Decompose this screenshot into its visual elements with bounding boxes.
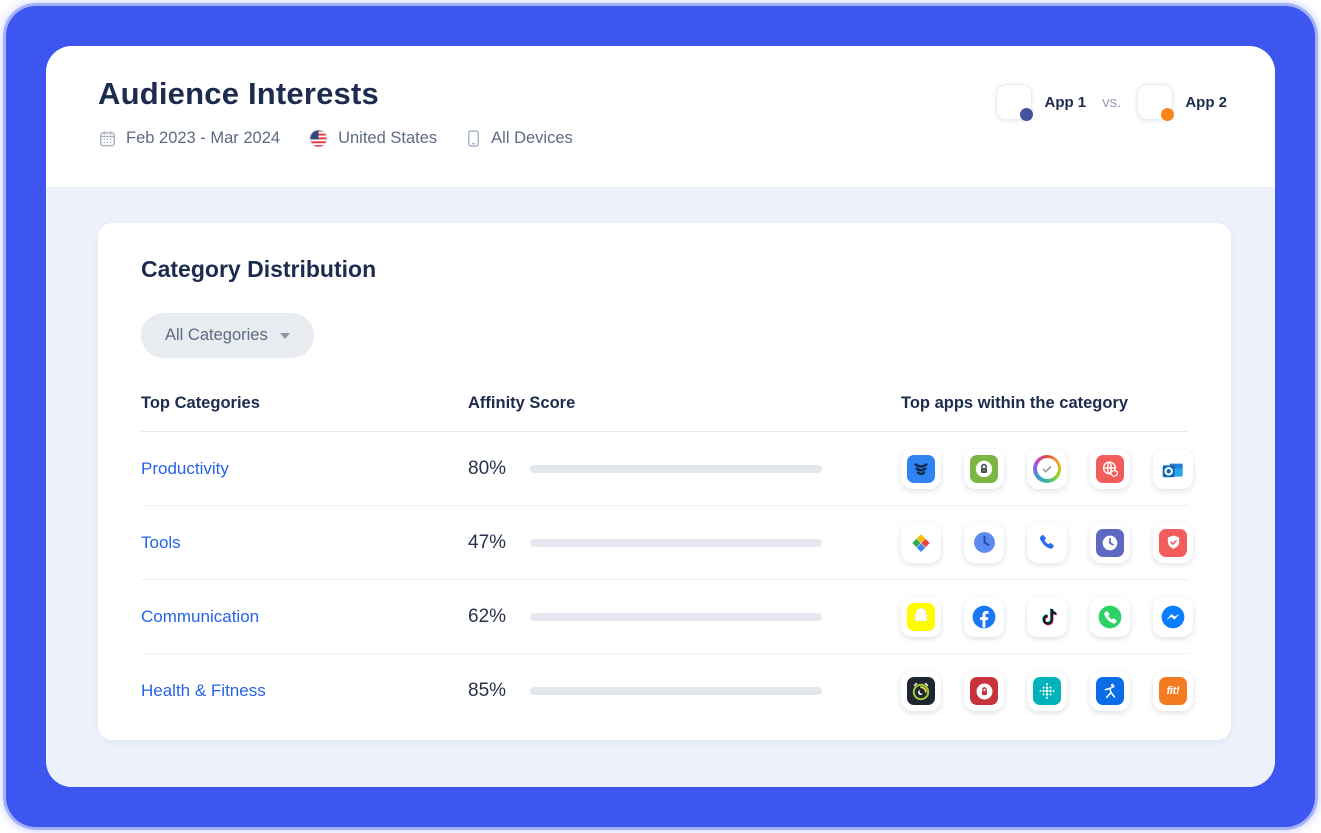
column-affinity-score: Affinity Score <box>468 394 576 412</box>
category-link-productivity[interactable]: Productivity <box>141 458 229 478</box>
app2-tile[interactable] <box>1137 84 1175 121</box>
privacy-lock-red-icon[interactable] <box>964 671 1004 711</box>
top-apps-cell <box>901 596 1193 637</box>
column-top-apps: Top apps within the category <box>901 394 1129 412</box>
progress-ring-check-icon[interactable] <box>1027 448 1067 489</box>
fit-logo-text: fit! <box>1166 685 1180 697</box>
score-bar <box>530 612 822 621</box>
google-play-services-icon[interactable] <box>901 522 941 563</box>
country-label: United States <box>338 129 438 147</box>
affinity-score-cell: 62% <box>468 606 901 628</box>
top-apps-cell <box>901 448 1193 489</box>
fitbit-icon[interactable] <box>1027 671 1067 711</box>
table-row: Communication 62% <box>141 580 1193 654</box>
app1-label: App 1 <box>1044 93 1087 111</box>
country: United States <box>308 128 437 149</box>
score-value: 80% <box>468 457 507 479</box>
messenger-icon[interactable] <box>1153 596 1193 637</box>
report-meta: Feb 2023 - Mar 2024 <box>98 128 1227 149</box>
private-globe-red-icon[interactable] <box>1090 448 1130 489</box>
page-title: Audience Interests <box>98 76 379 111</box>
clock-indigo-icon[interactable] <box>1090 522 1130 563</box>
app1-dot <box>1020 108 1034 121</box>
facebook-icon[interactable] <box>964 596 1004 637</box>
category-filter-dropdown[interactable]: All Categories <box>141 313 314 358</box>
whatsapp-icon[interactable] <box>1090 596 1130 637</box>
top-apps-cell <box>901 522 1193 563</box>
app-compare: App 1 vs. App 2 <box>996 84 1227 121</box>
myfitnesspal-icon[interactable] <box>1090 671 1130 711</box>
devices-label: All Devices <box>491 129 573 147</box>
card-title: Category Distribution <box>141 256 377 282</box>
app-lock-green-icon[interactable] <box>964 448 1004 489</box>
date-range-label: Feb 2023 - Mar 2024 <box>126 129 281 147</box>
chevron-down-icon <box>279 332 290 339</box>
fit-orange-icon[interactable]: fit! <box>1153 671 1193 711</box>
tiktok-icon[interactable] <box>1027 596 1067 637</box>
category-distribution-card: Category Distribution All Categories Top… <box>98 223 1231 740</box>
mobile-device-icon <box>465 129 482 148</box>
score-bar <box>530 687 822 695</box>
report-panel: Audience Interests Feb 2023 - Mar 2024 <box>46 46 1275 787</box>
page-header: Audience Interests Feb 2023 - Mar 2024 <box>46 46 1275 187</box>
app1-tile[interactable] <box>996 84 1034 121</box>
top-apps-cell: fit! <box>901 671 1193 711</box>
score-value: 85% <box>468 680 507 701</box>
score-value: 62% <box>468 605 507 627</box>
category-link-tools[interactable]: Tools <box>141 532 181 552</box>
table-row: Tools 47% <box>141 506 1193 580</box>
google-clock-icon[interactable] <box>964 522 1004 563</box>
affinity-score-cell: 85% <box>468 680 901 702</box>
snapchat-icon[interactable] <box>901 596 941 637</box>
sleep-tracker-dark-icon[interactable] <box>901 671 941 711</box>
vs-label: vs. <box>1102 93 1122 111</box>
outlook-icon[interactable] <box>1153 448 1193 489</box>
score-bar <box>530 538 822 547</box>
table-row: Productivity 80% <box>141 432 1193 506</box>
date-range: Feb 2023 - Mar 2024 <box>98 129 280 148</box>
affinity-score-cell: 47% <box>468 532 901 554</box>
category-link-health-fitness[interactable]: Health & Fitness <box>141 681 266 700</box>
layers-blue-app-icon[interactable] <box>901 448 941 489</box>
app2-label: App 2 <box>1185 93 1227 111</box>
affinity-score-cell: 80% <box>468 458 901 480</box>
category-filter-label: All Categories <box>165 326 268 344</box>
app2-dot <box>1161 108 1175 121</box>
calendar-icon <box>98 129 117 148</box>
table-header: Top Categories Affinity Score Top apps w… <box>141 394 1188 432</box>
content-area: Category Distribution All Categories Top… <box>46 187 1275 787</box>
table-row: Health & Fitness 85% <box>141 654 1193 728</box>
decorative-blue-frame: Audience Interests Feb 2023 - Mar 2024 <box>6 6 1315 827</box>
devices: All Devices <box>465 129 573 148</box>
column-top-categories: Top Categories <box>141 394 260 412</box>
shield-red-icon[interactable] <box>1153 522 1193 563</box>
score-value: 47% <box>468 531 507 553</box>
score-bar <box>530 464 822 473</box>
google-phone-icon[interactable] <box>1027 522 1067 563</box>
category-link-communication[interactable]: Communication <box>141 606 260 626</box>
us-flag-icon <box>308 128 329 149</box>
